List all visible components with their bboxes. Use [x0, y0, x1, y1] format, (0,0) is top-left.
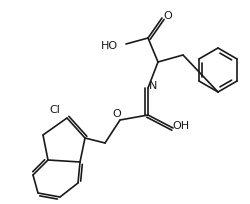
Text: O: O: [163, 11, 172, 21]
Text: O: O: [112, 109, 121, 119]
Text: OH: OH: [172, 121, 189, 131]
Text: HO: HO: [100, 41, 117, 51]
Text: N: N: [148, 81, 156, 91]
Text: Cl: Cl: [49, 105, 60, 115]
